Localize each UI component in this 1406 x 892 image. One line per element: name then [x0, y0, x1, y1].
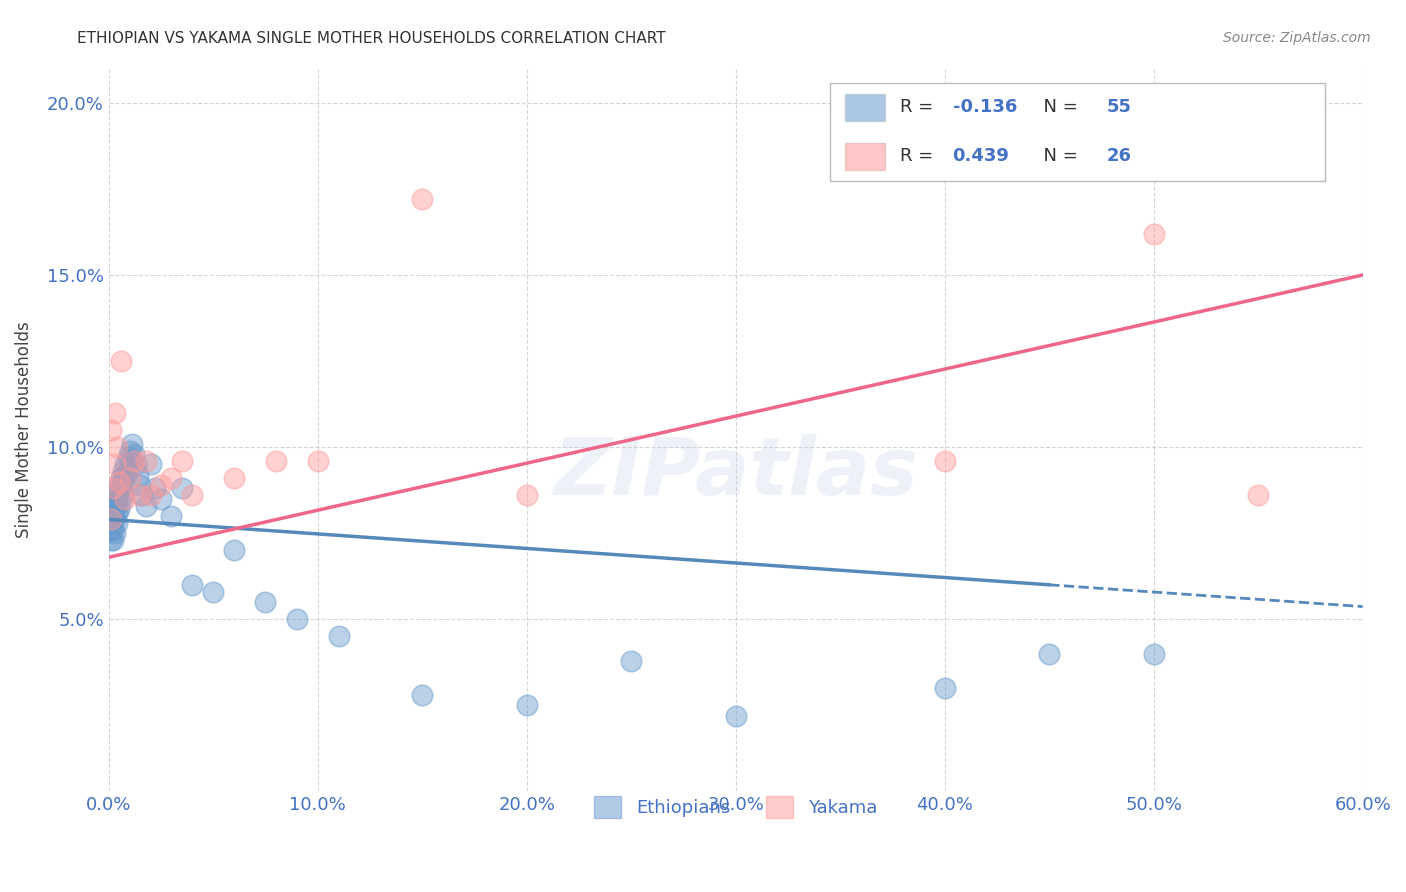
- Point: [100, 512, 122, 526]
- Point: [100, 423, 122, 437]
- Point: [108, 488, 131, 502]
- Legend: Ethiopians, Yakama: Ethiopians, Yakama: [588, 789, 884, 826]
- Point: [202, 584, 225, 599]
- Point: [118, 471, 141, 485]
- Point: [100, 512, 122, 526]
- Point: [101, 512, 124, 526]
- Point: [122, 447, 145, 461]
- Point: [108, 475, 131, 489]
- Point: [328, 629, 350, 643]
- Point: [125, 458, 148, 472]
- Point: [112, 464, 135, 478]
- Point: [285, 612, 308, 626]
- Point: [105, 440, 128, 454]
- Point: [105, 516, 128, 530]
- Point: [101, 502, 124, 516]
- Point: [118, 454, 141, 468]
- Point: [181, 488, 204, 502]
- Point: [114, 458, 136, 472]
- Point: [105, 495, 128, 509]
- Point: [160, 508, 183, 523]
- Text: 26: 26: [1107, 147, 1132, 165]
- FancyBboxPatch shape: [845, 143, 884, 169]
- Text: N =: N =: [1032, 98, 1083, 116]
- Point: [139, 488, 162, 502]
- Point: [264, 454, 287, 468]
- Point: [150, 478, 173, 492]
- Point: [127, 467, 149, 482]
- Point: [101, 482, 124, 496]
- Point: [117, 450, 139, 465]
- Text: ETHIOPIAN VS YAKAMA SINGLE MOTHER HOUSEHOLDS CORRELATION CHART: ETHIOPIAN VS YAKAMA SINGLE MOTHER HOUSEH…: [77, 31, 666, 46]
- Point: [307, 454, 329, 468]
- Point: [101, 533, 124, 547]
- Point: [129, 478, 152, 492]
- Point: [104, 512, 127, 526]
- Point: [110, 495, 132, 509]
- Text: R =: R =: [900, 147, 939, 165]
- Point: [516, 698, 538, 713]
- Point: [100, 533, 122, 547]
- Point: [121, 436, 143, 450]
- Point: [1143, 647, 1166, 661]
- Point: [104, 491, 127, 506]
- Point: [112, 475, 135, 489]
- Text: R =: R =: [900, 98, 939, 116]
- Point: [114, 491, 136, 506]
- Point: [1247, 488, 1270, 502]
- Point: [118, 443, 141, 458]
- Point: [110, 482, 132, 496]
- Point: [105, 506, 128, 520]
- Point: [114, 467, 136, 482]
- Point: [101, 523, 124, 537]
- Point: [181, 578, 204, 592]
- Point: [110, 471, 132, 485]
- Text: -0.136: -0.136: [953, 98, 1017, 116]
- Point: [104, 458, 127, 472]
- Point: [1143, 227, 1166, 241]
- Point: [104, 406, 127, 420]
- Point: [135, 499, 157, 513]
- Point: [108, 502, 131, 516]
- Point: [100, 523, 122, 537]
- Point: [122, 454, 145, 468]
- Point: [139, 458, 162, 472]
- Point: [143, 482, 166, 496]
- Y-axis label: Single Mother Households: Single Mother Households: [15, 321, 32, 538]
- Point: [411, 688, 433, 702]
- Point: [170, 482, 193, 496]
- Point: [620, 653, 643, 667]
- FancyBboxPatch shape: [845, 94, 884, 120]
- Point: [170, 454, 193, 468]
- Point: [108, 478, 131, 492]
- Point: [135, 454, 157, 468]
- Point: [131, 488, 153, 502]
- Point: [224, 543, 246, 558]
- Point: [516, 488, 538, 502]
- Text: N =: N =: [1032, 147, 1083, 165]
- Text: Source: ZipAtlas.com: Source: ZipAtlas.com: [1223, 31, 1371, 45]
- Point: [411, 192, 433, 206]
- Point: [112, 488, 135, 502]
- Point: [160, 471, 183, 485]
- FancyBboxPatch shape: [830, 83, 1324, 180]
- Point: [117, 464, 139, 478]
- Point: [254, 595, 277, 609]
- Point: [934, 681, 956, 695]
- Text: 0.439: 0.439: [953, 147, 1010, 165]
- Point: [224, 471, 246, 485]
- Text: 55: 55: [1107, 98, 1132, 116]
- Point: [150, 491, 173, 506]
- Point: [724, 708, 747, 723]
- Point: [104, 526, 127, 541]
- Point: [105, 484, 128, 499]
- Point: [104, 502, 127, 516]
- Point: [934, 454, 956, 468]
- Point: [110, 354, 132, 368]
- Point: [1038, 647, 1060, 661]
- Point: [129, 488, 152, 502]
- Text: ZIPatlas: ZIPatlas: [553, 434, 918, 512]
